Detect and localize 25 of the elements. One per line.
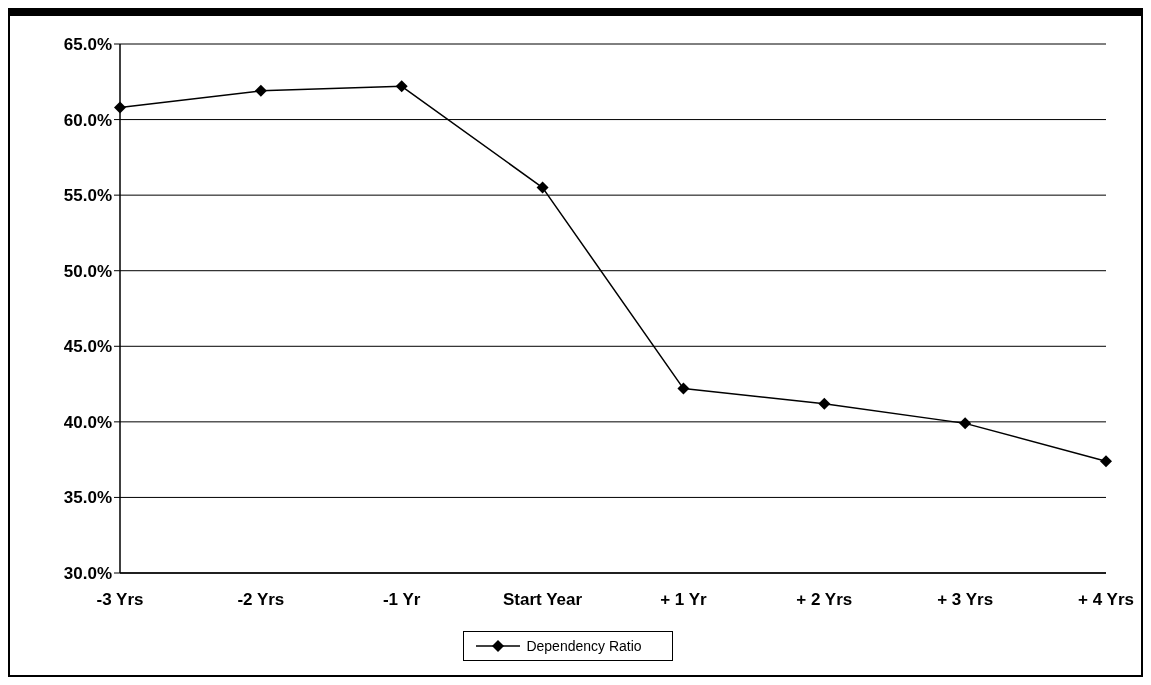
point	[254, 84, 267, 97]
point	[959, 417, 972, 430]
y-tick-label: 60.0%	[63, 110, 112, 130]
y-tick-label: 35.0%	[63, 488, 112, 508]
y-tick-label: 65.0%	[63, 35, 112, 55]
x-tick-label: -3 Yrs	[96, 590, 144, 610]
x-tick-label: -1 Yr	[382, 590, 421, 610]
x-tick-label: Start Year	[503, 590, 583, 610]
point	[677, 382, 690, 395]
point	[395, 80, 408, 93]
y-tick-label: 50.0%	[63, 261, 112, 281]
x-tick-label: + 4 Yrs	[1078, 590, 1134, 610]
x-tick-label: + 2 Yrs	[796, 590, 853, 610]
point	[114, 101, 126, 114]
x-tick-label: + 3 Yrs	[937, 590, 994, 610]
y-tick-label: 30.0%	[63, 564, 112, 584]
y-tick-label: 45.0%	[63, 337, 112, 357]
x-tick-label: -2 Yrs	[237, 590, 285, 610]
point	[818, 397, 831, 410]
y-tick-label: 40.0%	[63, 412, 112, 432]
x-tick-label: + 1 Yr	[660, 590, 708, 610]
point	[536, 181, 549, 194]
point	[1100, 455, 1112, 468]
legend-label: Dependency Ratio	[526, 638, 642, 654]
y-tick-label: 55.0%	[63, 186, 112, 206]
